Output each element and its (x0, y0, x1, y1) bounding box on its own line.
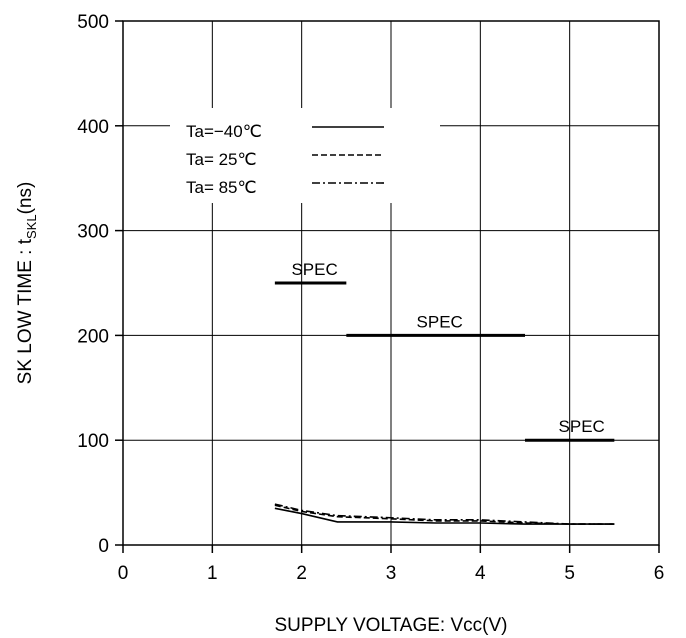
x-tick-label: 3 (386, 563, 397, 584)
y-axis-title-subscript: SKL (24, 214, 39, 239)
x-tick-label: 4 (475, 563, 486, 584)
y-axis-title-main: SK LOW TIME : t (15, 238, 36, 384)
x-tick-label: 6 (654, 563, 665, 584)
legend-box (170, 108, 440, 203)
legend: Ta=−40℃ Ta= 25℃ Ta= 85℃ (170, 108, 440, 203)
x-tick-label: 0 (118, 563, 129, 584)
y-axis-title: SK LOW TIME : tSKL(ns) (15, 182, 39, 385)
spec-label: SPEC (417, 312, 463, 331)
x-tick-label: 2 (296, 563, 307, 584)
y-tick-label: 200 (77, 326, 109, 347)
spec-label: SPEC (559, 417, 605, 436)
x-axis-ticks: 0 1 2 3 4 5 6 (118, 545, 665, 584)
spec-lines: SPEC SPEC SPEC (274, 260, 615, 442)
legend-label: Ta= 25℃ (186, 150, 257, 169)
x-axis-title: SUPPLY VOLTAGE: Vcc(V) (275, 615, 508, 636)
series-lines (274, 503, 615, 525)
series-line-0 (274, 507, 615, 525)
x-tick-label: 5 (564, 563, 575, 584)
legend-label: Ta=−40℃ (186, 122, 262, 141)
y-tick-label: 500 (77, 12, 109, 33)
y-axis-title-unit: (ns) (15, 182, 36, 215)
series-line-2 (274, 503, 615, 525)
x-tick-label: 1 (207, 563, 218, 584)
legend-label: Ta= 85℃ (186, 178, 257, 197)
y-tick-label: 0 (98, 536, 109, 557)
y-axis-ticks: 0 100 200 300 400 500 (77, 12, 123, 557)
y-tick-label: 300 (77, 222, 109, 243)
series-line-1 (274, 504, 615, 525)
y-tick-label: 400 (77, 117, 109, 138)
grid-lines (123, 21, 659, 545)
spec-label: SPEC (291, 260, 337, 279)
y-tick-label: 100 (77, 431, 109, 452)
